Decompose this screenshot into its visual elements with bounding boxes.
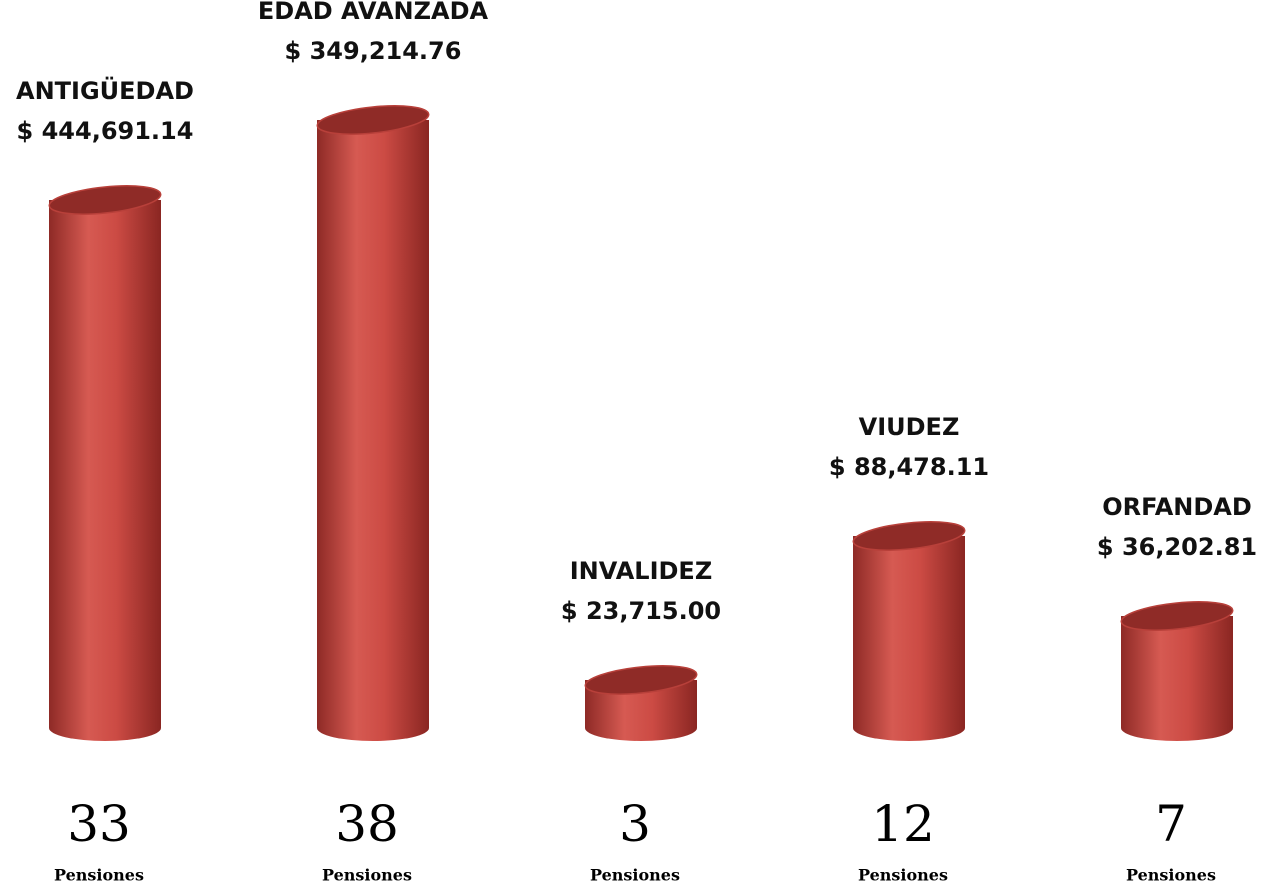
cylinder (316, 105, 430, 741)
cylinder (852, 521, 966, 741)
unit-label: Pensiones (590, 866, 680, 885)
category-label: VIUDEZ (859, 413, 960, 441)
value-label: 7 (1155, 795, 1187, 853)
cylinder-top (1120, 601, 1234, 631)
category-label: ANTIGÜEDAD (16, 75, 194, 105)
amount-label: $ 444,691.14 (17, 117, 194, 145)
cylinder-body (853, 536, 965, 728)
value-label: 33 (67, 795, 131, 853)
category-label: INVALIDEZ (570, 557, 712, 585)
cylinder-body (49, 200, 161, 728)
category-label: EDAD AVANZADA (258, 0, 489, 25)
unit-label: Pensiones (1126, 866, 1216, 885)
value-label: 38 (335, 795, 399, 853)
value-label: 3 (619, 795, 651, 853)
amount-label: $ 23,715.00 (561, 597, 721, 625)
unit-label: Pensiones (322, 866, 412, 885)
cylinder (1120, 601, 1234, 741)
cylinder-body (317, 120, 429, 728)
unit-label: Pensiones (54, 866, 144, 885)
cylinder-top (584, 665, 698, 695)
cylinder (48, 185, 162, 741)
amount-label: $ 36,202.81 (1097, 533, 1257, 561)
cylinder-body (1121, 616, 1233, 728)
category-label: ORFANDAD (1102, 493, 1252, 521)
value-label: 12 (871, 795, 935, 853)
cylinder-top (48, 185, 162, 215)
amount-label: $ 88,478.11 (829, 453, 989, 481)
amount-label: $ 349,214.76 (285, 37, 462, 65)
cylinder-top (852, 521, 966, 551)
cylinder-top (316, 105, 430, 135)
unit-label: Pensiones (858, 866, 948, 885)
cylinder (584, 665, 698, 741)
